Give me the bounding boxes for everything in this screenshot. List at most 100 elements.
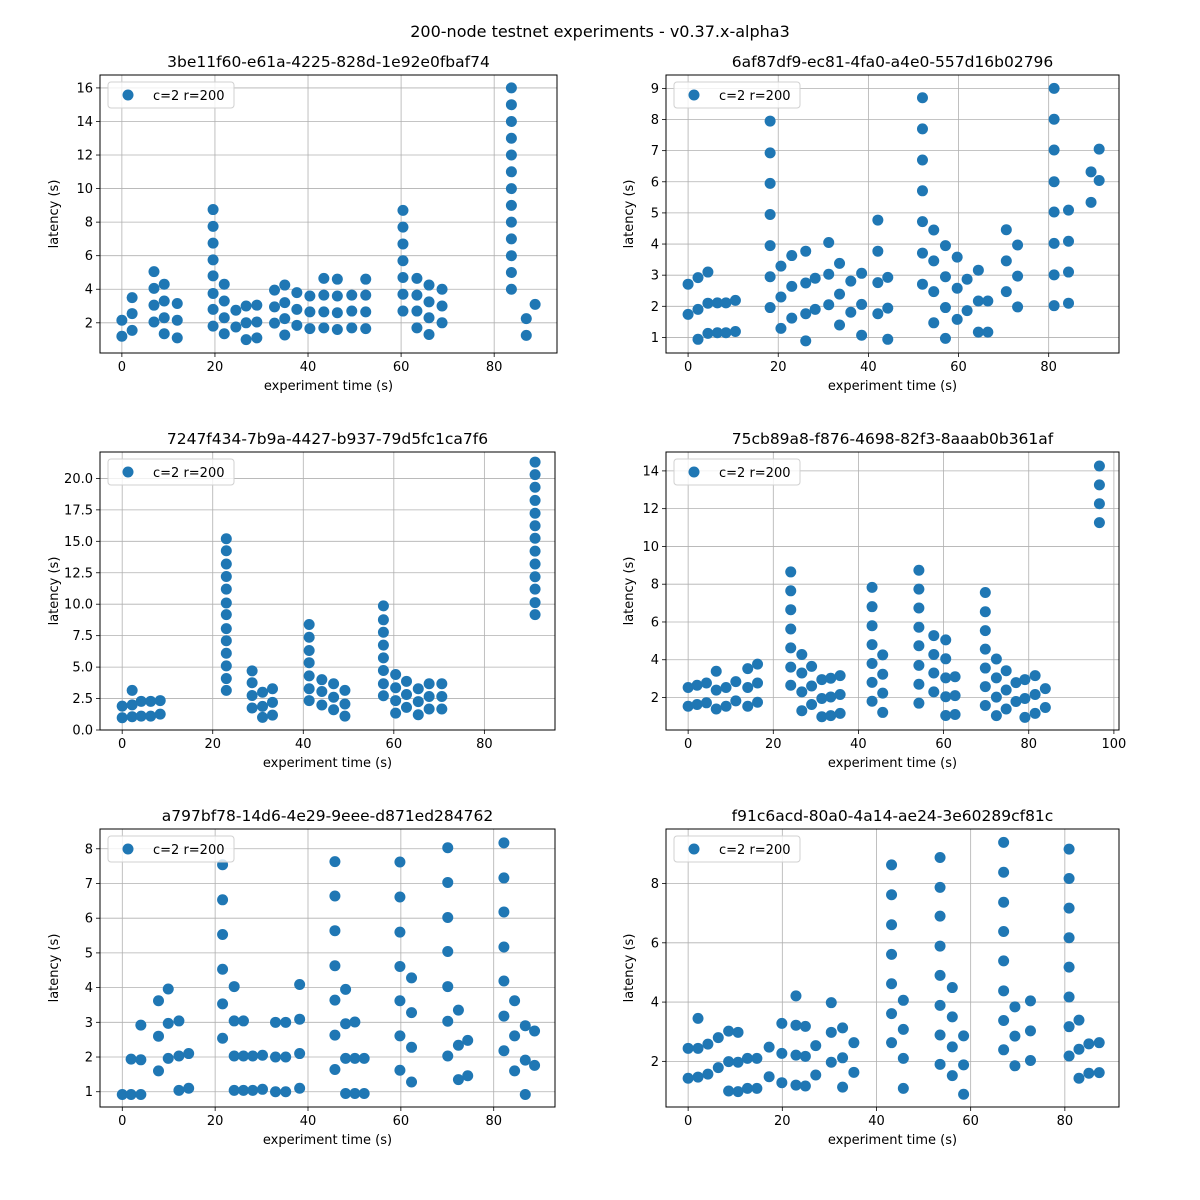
data-point [825,691,837,703]
data-point [401,701,413,713]
data-point [1019,674,1031,686]
data-point [764,147,776,159]
data-point [304,290,316,302]
y-tick-label: 9 [651,82,659,97]
legend-marker [688,89,700,101]
y-tick-label: 6 [651,615,659,630]
axes-frame [665,451,1120,731]
data-point [940,691,952,703]
data-point [800,245,812,257]
data-point [220,684,232,696]
data-point [340,1087,352,1099]
data-point [390,669,402,681]
data-point [1093,498,1105,510]
data-point [230,304,242,316]
data-point [998,985,1010,997]
data-point [1024,995,1036,1007]
data-point [270,1086,281,1098]
data-point [411,289,423,301]
data-point [148,316,160,328]
data-point [394,856,406,868]
data-point [397,305,409,317]
legend: c=2 r=200 [107,458,235,486]
data-point [303,670,315,682]
data-point [217,929,229,941]
legend: c=2 r=200 [673,835,801,863]
data-point [775,260,787,272]
data-point [785,642,797,654]
y-tick-label: 5 [651,206,659,221]
data-point [785,585,797,597]
legend: c=2 r=200 [107,835,235,863]
data-point [1063,843,1075,855]
data-point [877,706,889,718]
x-tick-label: 60 [935,737,952,752]
y-tick-label: 2.5 [72,692,93,707]
x-tick-label: 80 [476,737,493,752]
data-point [998,1044,1010,1056]
data-point [998,926,1010,938]
data-point [1093,460,1105,472]
data-point [806,660,818,672]
subplot-title: 3be11f60-e61a-4225-828d-1e92e0fbaf74 [167,53,490,71]
data-point [349,1087,361,1099]
data-point [691,679,703,691]
data-point [796,705,808,717]
data-point [346,289,358,301]
data-point [153,1065,164,1077]
y-tick-label: 4 [85,283,93,298]
x-axis-label: experiment time (s) [264,379,393,394]
data-point [990,691,1002,703]
data-point [790,1049,802,1061]
subplot-1: 0 20 40 60 80 2 4 6 8 10 12 14 16 c=2 r=200 3be11f60-e… [47,53,558,394]
data-point [520,329,532,341]
data-point [1093,175,1105,187]
data-point [529,507,541,519]
data-point [810,1069,822,1081]
data-point [294,978,306,990]
data-point [732,1056,744,1068]
data-point [126,684,138,696]
data-point [913,583,925,595]
data-point [360,323,372,335]
data-point [848,1037,860,1049]
data-point [505,149,517,161]
x-tick-label: 100 [1101,737,1126,752]
data-point [218,278,230,290]
data-point [183,1082,195,1094]
data-point [916,278,928,290]
data-point [135,1054,147,1066]
data-point [126,324,138,336]
data-point [882,302,894,314]
series-points [682,82,1105,347]
data-point [823,236,835,248]
data-point [269,317,281,329]
data-point [776,1077,788,1089]
y-tick-label: 12.5 [64,566,93,581]
data-point [732,1086,744,1098]
data-point [934,881,946,893]
data-point [394,926,406,938]
data-point [723,1085,735,1097]
data-point [406,972,418,984]
x-tick-label: 0 [118,1114,126,1129]
data-point [529,597,541,609]
data-point [982,326,994,338]
data-point [825,1056,837,1068]
data-point [809,303,821,315]
data-point [153,995,164,1007]
y-tick-label: 4 [651,238,659,253]
data-point [390,695,402,707]
data-point [346,322,358,334]
y-tick-label: 7 [651,144,659,159]
data-point [1000,255,1012,267]
data-point [702,1068,714,1080]
data-point [752,696,764,708]
data-point [257,1083,268,1095]
data-point [411,305,423,317]
data-point [958,1030,970,1042]
subplot-4: 0 20 40 60 80 100 2 4 6 8 10 12 14 c=2 r=200 75cb89a8-… [622,430,1126,771]
data-point [951,313,963,325]
data-point [928,255,940,267]
legend-marker [122,466,134,478]
